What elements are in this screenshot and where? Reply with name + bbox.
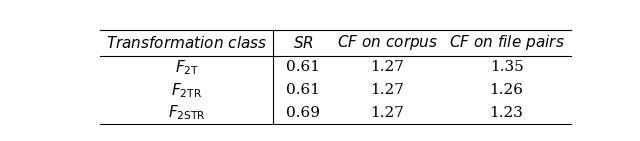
Text: 1.23: 1.23: [490, 106, 524, 120]
Text: $\it{CF\ on\ file\ pairs}$: $\it{CF\ on\ file\ pairs}$: [449, 33, 564, 52]
Text: 1.27: 1.27: [371, 83, 404, 97]
Text: 0.61: 0.61: [286, 83, 320, 97]
Text: $\it{Transformation\ class}$: $\it{Transformation\ class}$: [106, 35, 268, 51]
Text: 0.69: 0.69: [286, 106, 320, 120]
Text: $F_{2\mathrm{TR}}$: $F_{2\mathrm{TR}}$: [171, 81, 202, 100]
Text: $\it{SR}$: $\it{SR}$: [292, 35, 314, 51]
Text: $F_{2\mathrm{STR}}$: $F_{2\mathrm{STR}}$: [168, 104, 205, 122]
Text: 1.27: 1.27: [371, 60, 404, 74]
Text: 1.27: 1.27: [371, 106, 404, 120]
Text: 1.35: 1.35: [490, 60, 524, 74]
Text: $\it{CF\ on\ corpus}$: $\it{CF\ on\ corpus}$: [337, 33, 438, 52]
Text: 1.26: 1.26: [490, 83, 524, 97]
Text: 0.61: 0.61: [286, 60, 320, 74]
Text: $F_{2\mathrm{T}}$: $F_{2\mathrm{T}}$: [175, 58, 198, 77]
